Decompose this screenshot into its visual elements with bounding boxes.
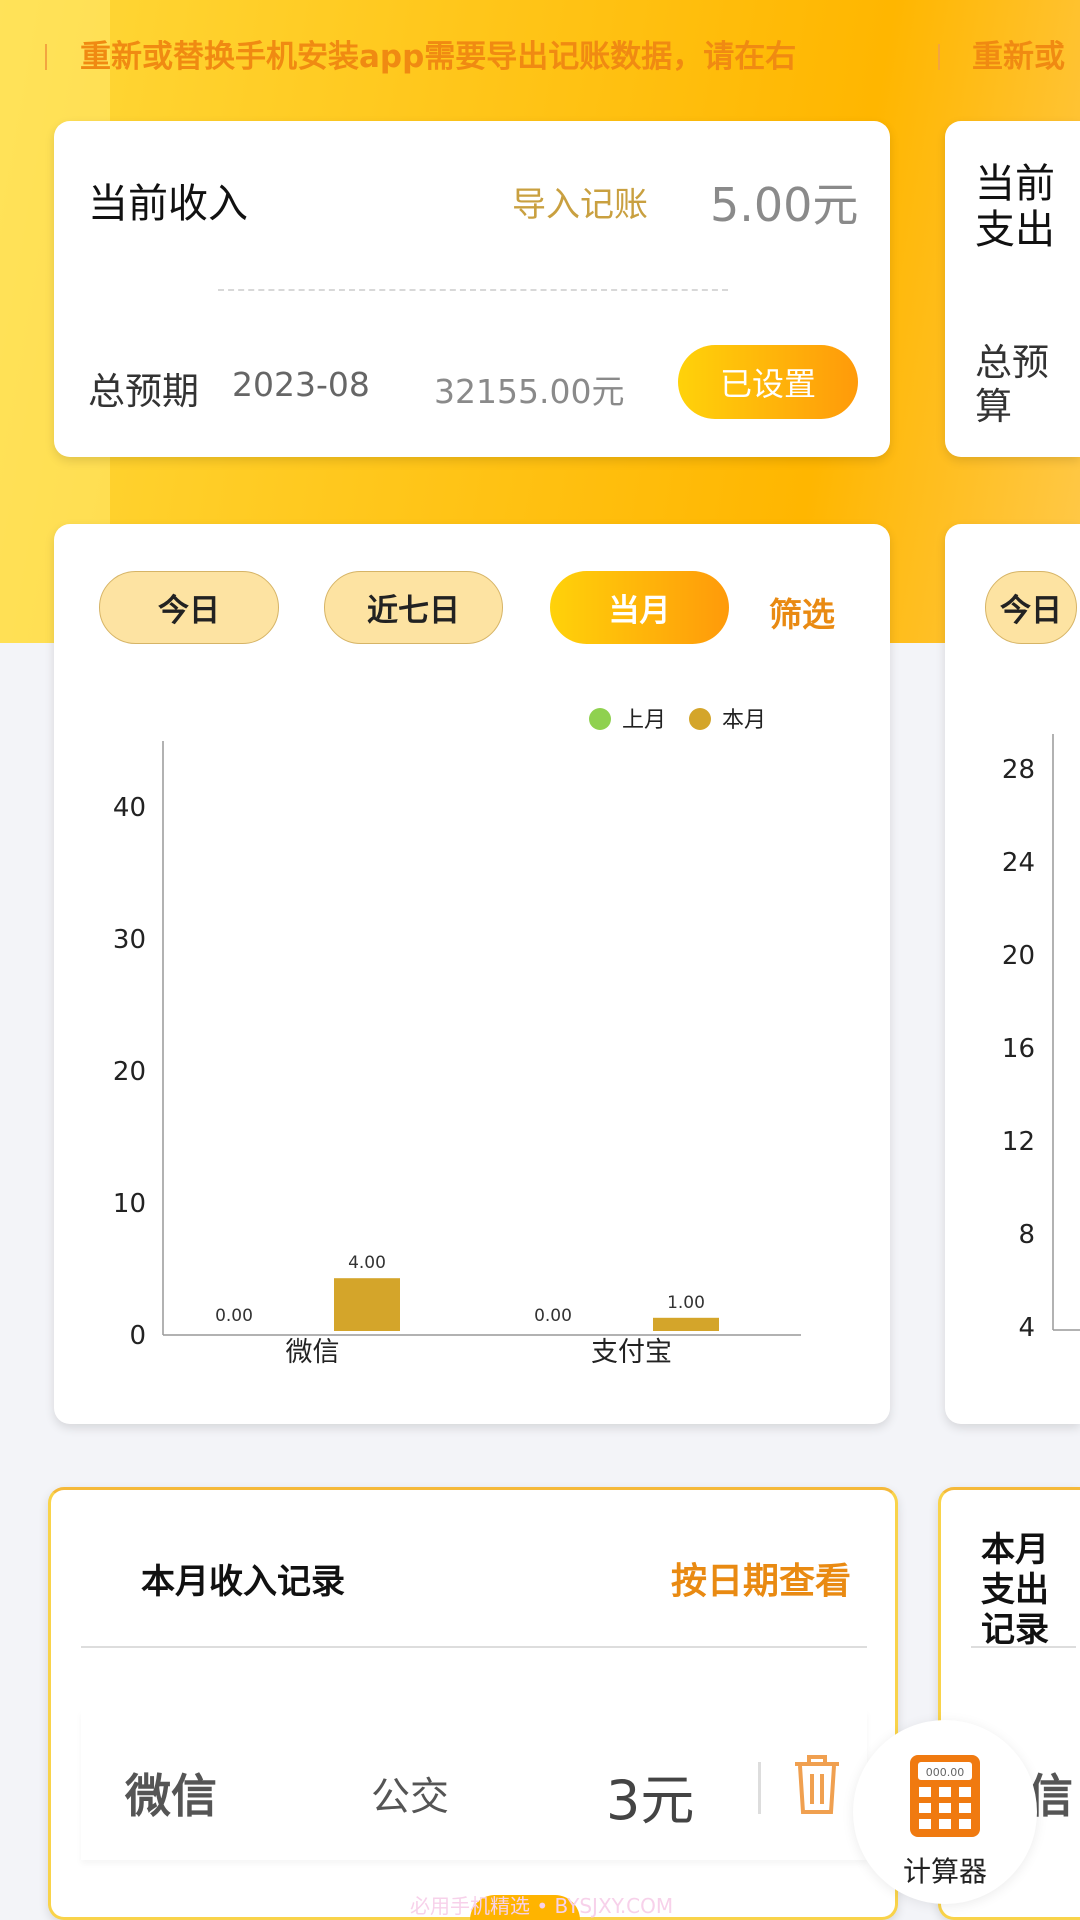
notice-text: 重新或替换手机安装app需要导出记账数据，请在右 bbox=[80, 39, 797, 75]
calculator-label: 计算器 bbox=[902, 1855, 987, 1888]
divider bbox=[81, 1646, 867, 1648]
trash-icon[interactable] bbox=[791, 1752, 843, 1816]
budget-label: 总预期 bbox=[88, 370, 199, 413]
record-amount: 3元 bbox=[606, 1769, 695, 1832]
legend-label: 上月 bbox=[622, 708, 666, 733]
view-by-date-link[interactable]: 按日期查看 bbox=[671, 1561, 852, 1602]
marquee-separator bbox=[45, 44, 47, 70]
record-category: 公交 bbox=[371, 1775, 450, 1820]
budget-month: 2023-08 bbox=[232, 365, 370, 404]
notice-marquee[interactable]: 重新或替换手机安装app需要导出记账数据，请在右 重新或 bbox=[0, 34, 1080, 82]
legend-marker-this-month bbox=[689, 708, 711, 730]
expense-chart-card: 今日 28 24 20 16 12 8 4 bbox=[945, 524, 1080, 1424]
data-label: 4.00 bbox=[348, 1253, 386, 1273]
data-label: 1.00 bbox=[667, 1293, 705, 1313]
marquee-separator bbox=[938, 44, 940, 70]
expense-summary-card[interactable]: 当前支出 总预算 bbox=[945, 121, 1080, 457]
y-tick-label: 20 bbox=[1002, 941, 1035, 971]
y-tick-label: 12 bbox=[1002, 1127, 1035, 1157]
calculator-button[interactable]: 000.00 计算器 bbox=[853, 1720, 1037, 1904]
income-chart-card: 今日 近七日 当月 筛选 0 10 20 30 40 上月 本月 微信 0.00 4.00 支付宝 0… bbox=[54, 524, 890, 1424]
data-label: 0.00 bbox=[534, 1306, 572, 1326]
expense-budget-label: 总预算 bbox=[975, 341, 1049, 428]
y-tick-label: 0 bbox=[129, 1321, 146, 1351]
y-tick-label: 20 bbox=[113, 1057, 146, 1087]
filter-month-tab[interactable]: 当月 bbox=[550, 571, 729, 644]
filter-7days-tab[interactable]: 近七日 bbox=[324, 571, 503, 644]
y-tick-label: 28 bbox=[1002, 755, 1035, 785]
y-tick-label: 40 bbox=[113, 793, 146, 823]
expense-bar-chart: 28 24 20 16 12 8 4 bbox=[1002, 734, 1080, 1343]
separator bbox=[758, 1762, 761, 1814]
current-income-amount: 5.00元 bbox=[710, 178, 859, 232]
data-label: 0.00 bbox=[215, 1306, 253, 1326]
y-tick-label: 24 bbox=[1002, 848, 1035, 878]
budget-set-button[interactable]: 已设置 bbox=[678, 345, 858, 419]
add-record-button[interactable] bbox=[470, 1895, 580, 1920]
income-records-card: 本月收入记录 按日期查看 微信 公交 3元 bbox=[48, 1487, 898, 1920]
y-tick-label: 8 bbox=[1018, 1220, 1035, 1250]
import-records-link[interactable]: 导入记账 bbox=[512, 185, 648, 225]
filter-button[interactable]: 筛选 bbox=[769, 595, 835, 634]
legend-marker-last-month bbox=[589, 708, 611, 730]
record-source: 微信 bbox=[125, 1769, 217, 1823]
y-tick-label: 16 bbox=[1002, 1034, 1035, 1064]
expense-records-title: 本月支出记录 bbox=[981, 1530, 1049, 1650]
calculator-display: 000.00 bbox=[926, 1766, 965, 1779]
y-tick-label: 4 bbox=[1018, 1313, 1035, 1343]
calculator-icon: 000.00 bbox=[910, 1755, 980, 1837]
income-title: 当前收入 bbox=[88, 181, 248, 227]
y-tick-label: 30 bbox=[113, 925, 146, 955]
record-row[interactable]: 微信 公交 3元 bbox=[81, 1710, 867, 1860]
expense-filter-today-tab[interactable]: 今日 bbox=[985, 571, 1077, 644]
budget-amount: 32155.00元 bbox=[434, 372, 625, 411]
divider bbox=[218, 289, 728, 291]
notice-text-repeat: 重新或 bbox=[972, 39, 1065, 75]
expense-title: 当前支出 bbox=[975, 161, 1055, 253]
income-summary-card: 当前收入 导入记账 5.00元 总预期 2023-08 32155.00元 已设… bbox=[54, 121, 890, 457]
x-tick-label: 支付宝 bbox=[591, 1337, 672, 1368]
filter-today-tab[interactable]: 今日 bbox=[99, 571, 279, 644]
x-tick-label: 微信 bbox=[286, 1337, 340, 1368]
watermark: 必用手机精选 • BYSJXY.COM bbox=[410, 1894, 674, 1918]
legend-label: 本月 bbox=[722, 708, 766, 733]
divider bbox=[971, 1646, 1076, 1648]
bar-this-month bbox=[653, 1317, 719, 1331]
y-tick-label: 10 bbox=[113, 1189, 146, 1219]
bar-this-month bbox=[334, 1278, 400, 1331]
records-title: 本月收入记录 bbox=[141, 1562, 345, 1602]
